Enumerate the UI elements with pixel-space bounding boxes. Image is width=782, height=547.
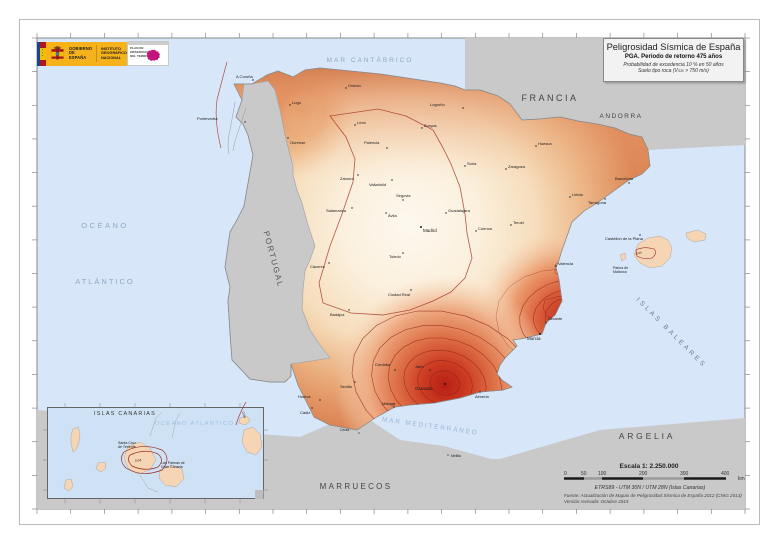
svg-text:Versión revisada: Octubre 2015: Versión revisada: Octubre 2015 [564, 499, 629, 504]
svg-text:ETRS89 - UTM 30N / UTM 28N (Is: ETRS89 - UTM 30N / UTM 28N (Islas Canari… [595, 485, 706, 491]
svg-text:Almería: Almería [475, 394, 490, 399]
svg-text:km: km [738, 476, 745, 482]
svg-text:200: 200 [639, 471, 648, 477]
svg-text:de Tenerife: de Tenerife [118, 445, 136, 449]
svg-text:Valladolid: Valladolid [369, 182, 386, 187]
svg-text:Fuente: Actualización de Mapas: Fuente: Actualización de Mapas de Peligr… [564, 493, 742, 498]
svg-text:Cáceres: Cáceres [310, 264, 325, 269]
svg-text:Badajoz: Badajoz [330, 312, 344, 317]
svg-text:300: 300 [680, 471, 689, 477]
svg-text:Córdoba: Córdoba [375, 362, 391, 367]
svg-text:Cádiz: Cádiz [300, 410, 310, 415]
svg-text:Ourense: Ourense [290, 140, 306, 145]
svg-text:Madrid: Madrid [423, 228, 437, 233]
svg-text:100: 100 [598, 471, 607, 477]
svg-text:Zamora: Zamora [340, 176, 355, 181]
svg-text:Murcia: Murcia [527, 336, 541, 341]
svg-text:Jaén: Jaén [415, 364, 424, 369]
svg-text:Málaga: Málaga [382, 401, 396, 406]
svg-text:Escala 1: 2.250.000: Escala 1: 2.250.000 [620, 463, 679, 470]
svg-text:Palencia: Palencia [364, 140, 380, 145]
svg-text:Lleida: Lleida [572, 192, 583, 197]
svg-text:Granada: Granada [415, 386, 433, 391]
svg-text:Cuenca: Cuenca [478, 226, 493, 231]
svg-text:Guadalajara: Guadalajara [448, 208, 471, 213]
svg-text:Logroño: Logroño [430, 102, 445, 107]
svg-text:Ceuta: Ceuta [340, 428, 349, 432]
svg-text:ARGELIA: ARGELIA [619, 431, 675, 441]
svg-text:ISLAS CANARIAS: ISLAS CANARIAS [94, 411, 156, 417]
svg-text:Pontevedra: Pontevedra [197, 116, 218, 121]
svg-text:FRANCIA: FRANCIA [521, 93, 578, 103]
svg-text:ANDORRA: ANDORRA [599, 113, 642, 120]
svg-text:Barcelona: Barcelona [615, 176, 634, 181]
svg-text:Oviedo: Oviedo [348, 83, 361, 88]
svg-text:0: 0 [564, 471, 567, 477]
svg-text:Huesca: Huesca [538, 141, 552, 146]
svg-text:Segovia: Segovia [396, 193, 411, 198]
svg-text:Salamanca: Salamanca [326, 208, 347, 213]
svg-text:Huelva: Huelva [298, 394, 311, 399]
svg-text:ATLÁNTICO: ATLÁNTICO [75, 277, 135, 286]
svg-text:Tarragona: Tarragona [588, 200, 607, 205]
svg-text:Mallorca: Mallorca [613, 270, 627, 274]
svg-text:50: 50 [581, 471, 587, 477]
svg-text:León: León [357, 120, 366, 125]
svg-text:Melilla: Melilla [451, 454, 461, 458]
svg-text:OCÉANO: OCÉANO [81, 221, 129, 230]
svg-text:Ávila: Ávila [388, 213, 397, 218]
svg-text:Lugo: Lugo [292, 100, 302, 105]
svg-text:Alicante: Alicante [548, 316, 563, 321]
svg-text:A Coruña: A Coruña [236, 74, 253, 79]
svg-text:Zaragoza: Zaragoza [508, 164, 526, 169]
svg-text:Burgos: Burgos [424, 123, 437, 128]
svg-text:Ciudad Real: Ciudad Real [388, 292, 410, 297]
svg-text:400: 400 [721, 471, 730, 477]
svg-text:Gran Canaria: Gran Canaria [161, 465, 183, 469]
svg-text:OCÉANO ATLÁNTICO: OCÉANO ATLÁNTICO [155, 420, 234, 427]
svg-text:Toledo: Toledo [389, 254, 402, 259]
svg-text:Soria: Soria [467, 161, 477, 166]
svg-text:Sevilla: Sevilla [340, 384, 353, 389]
svg-text:Teruel: Teruel [513, 220, 524, 225]
svg-text:MARRUECOS: MARRUECOS [320, 482, 393, 491]
svg-text:Valencia: Valencia [558, 261, 574, 266]
svg-text:Castellón de la Plana: Castellón de la Plana [605, 236, 644, 241]
svg-text:MAR CANTÁBRICO: MAR CANTÁBRICO [327, 55, 414, 64]
